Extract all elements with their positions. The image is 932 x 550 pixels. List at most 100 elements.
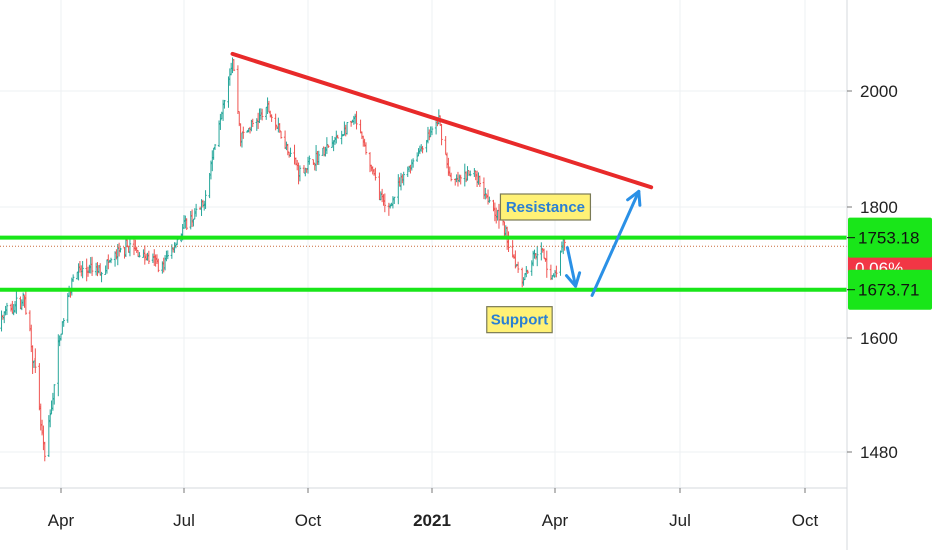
candle (314, 145, 318, 172)
candle (128, 237, 132, 257)
candle (552, 273, 555, 277)
candle (0, 310, 3, 332)
candle (289, 147, 292, 157)
candle (39, 403, 42, 431)
candle (474, 170, 477, 181)
candle (146, 252, 149, 261)
candle (58, 335, 61, 347)
candle (540, 242, 543, 261)
candle (398, 177, 401, 187)
candle (555, 265, 558, 278)
candle (507, 231, 510, 252)
candle (53, 384, 56, 405)
candle (32, 360, 36, 368)
candle (66, 293, 69, 323)
x-tick-label: Oct (792, 511, 819, 530)
candle (437, 109, 441, 125)
candle (24, 290, 28, 315)
candle (12, 304, 15, 316)
descending-trendline[interactable] (230, 51, 654, 190)
candle (425, 140, 428, 153)
candle (126, 239, 129, 248)
annotation-text: Resistance (506, 199, 585, 216)
candle (219, 113, 222, 130)
candle (61, 321, 64, 335)
candle (162, 257, 165, 273)
candle (321, 147, 325, 156)
candle (184, 215, 187, 229)
candle (270, 114, 273, 122)
candle (228, 68, 232, 86)
x-tick-label: Jul (173, 511, 195, 530)
candle (458, 174, 461, 183)
candle (211, 150, 214, 172)
candle (86, 266, 90, 277)
candle (389, 203, 392, 209)
candle (189, 211, 192, 230)
candle (526, 269, 529, 274)
candle (523, 273, 527, 280)
candle (20, 299, 24, 311)
candle (40, 419, 44, 436)
candle (157, 258, 160, 273)
candle (42, 425, 45, 451)
candle (38, 363, 41, 411)
annotation-resistance[interactable]: Resistance (499, 193, 592, 221)
candle (266, 97, 269, 114)
projection-down-arrow[interactable] (565, 246, 578, 288)
candle (336, 134, 339, 139)
resistance-price-tag[interactable]: 1753.18 (847, 217, 932, 258)
candle (469, 170, 472, 177)
support-price-tag[interactable]: 1673.71 (847, 269, 932, 310)
y-tick-label: 1800 (860, 198, 898, 217)
candle (194, 203, 198, 217)
candle (340, 130, 343, 145)
candle (100, 271, 103, 283)
x-tick-label: 2021 (413, 511, 451, 530)
candle (227, 76, 230, 108)
candle (21, 292, 25, 307)
candle (374, 167, 377, 181)
candle (274, 113, 277, 131)
candle (9, 303, 13, 312)
price-tag-value: 1673.71 (858, 281, 919, 300)
arrowhead-down-icon (564, 271, 582, 288)
candle (223, 99, 226, 109)
candle (559, 250, 562, 276)
candle (406, 166, 409, 177)
candle (286, 143, 289, 156)
projection-up-arrow[interactable] (590, 189, 641, 297)
candle (204, 190, 207, 209)
candle (399, 172, 403, 191)
candle (332, 140, 335, 152)
candle (455, 174, 458, 183)
candle (117, 242, 121, 257)
candle (260, 108, 264, 121)
trendline-layer (230, 51, 654, 190)
annotation-layer: Resistance Support (486, 189, 642, 334)
candle (90, 256, 94, 276)
candle (536, 246, 539, 267)
candle (182, 215, 186, 230)
candle (81, 261, 84, 279)
candle (59, 333, 63, 341)
candle (208, 172, 211, 199)
candle (236, 65, 240, 114)
annotation-support[interactable]: Support (486, 306, 553, 334)
candle (352, 115, 356, 125)
arrowhead-up-icon (626, 189, 642, 207)
candle (217, 120, 221, 148)
candle (545, 250, 548, 278)
candle (57, 334, 60, 397)
x-tick-label: Jul (669, 511, 691, 530)
candle (209, 160, 213, 180)
candle (298, 165, 302, 182)
candle (251, 118, 254, 128)
candle (409, 164, 412, 174)
candle (212, 147, 215, 160)
candle (267, 100, 271, 113)
candle (473, 168, 476, 177)
candle (242, 126, 245, 139)
candle (485, 194, 488, 199)
